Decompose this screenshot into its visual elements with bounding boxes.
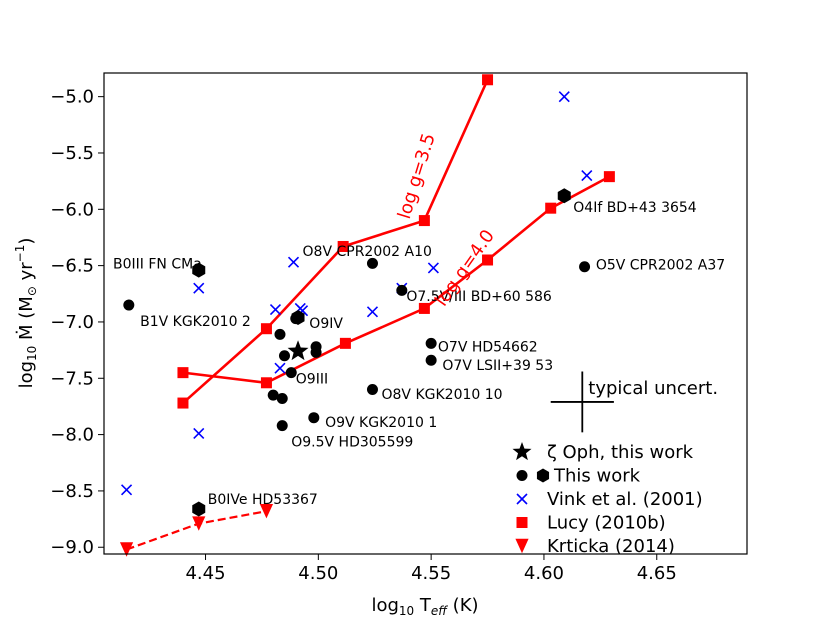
lucy-logg40-point	[545, 202, 557, 214]
legend-label: Vink et al. (2001)	[547, 489, 703, 510]
y-tick-label: −6.0	[50, 199, 94, 220]
x-tick-label: 4.60	[524, 563, 564, 584]
this-work-circle	[579, 261, 591, 273]
lucy-logg35-point	[482, 74, 494, 86]
this-work-circle	[267, 389, 279, 401]
vink-point	[120, 484, 133, 496]
lucy-logg40-point	[177, 367, 189, 379]
star-annotation: B1V KGK2010 2	[140, 314, 251, 330]
vink-point	[427, 262, 439, 274]
lucy-logg40-point	[339, 337, 351, 349]
this-work-circle	[285, 367, 297, 379]
vink-point	[287, 256, 300, 268]
this-work-circle	[425, 337, 437, 349]
star-annotation: O8V CPR2002 A10	[303, 244, 432, 260]
star-annotation: O9V KGK2010 1	[325, 415, 437, 431]
y-axis-title: log10 Ṁ (M⊙ yr−1)	[13, 238, 39, 389]
this-work-hexagon	[557, 188, 571, 204]
this-work-circle	[123, 299, 135, 311]
legend-label: This work	[553, 466, 641, 487]
legend-square-marker	[516, 517, 528, 528]
krticka-point	[192, 516, 206, 531]
y-tick-label: −7.0	[50, 312, 94, 333]
lucy-logg40-point	[260, 377, 272, 389]
lucy-logg35-point	[418, 215, 430, 227]
y-tick-label: −8.0	[50, 425, 94, 446]
star-annotation: O7.5V/III BD+60 586	[406, 289, 552, 305]
lucy-logg35-point	[177, 397, 189, 409]
star-annotation: B0IVe HD53367	[208, 492, 318, 508]
y-tick-label: −6.5	[50, 256, 94, 277]
vink-point	[274, 362, 286, 374]
this-work-circle	[366, 384, 378, 396]
legend-triangle-marker	[515, 538, 529, 554]
zeta-oph-star	[287, 340, 309, 361]
lucy-logg40-point	[603, 171, 615, 183]
this-work-circle	[310, 346, 322, 358]
star-annotation: O8V KGK2010 10	[382, 387, 503, 403]
this-work-circle	[396, 284, 408, 296]
legend-label: Krticka (2014)	[547, 536, 675, 557]
legend-hexagon-marker	[536, 468, 550, 483]
this-work-circle	[278, 350, 290, 362]
y-tick-label: −5.0	[50, 87, 94, 108]
star-annotation: O7V HD54662	[438, 340, 538, 356]
this-work-hexagon	[192, 262, 206, 278]
star-annotation: O9IV	[309, 316, 343, 332]
legend-label: ζ Oph, this work	[547, 442, 694, 463]
lucy-logg35-point	[337, 240, 349, 252]
lucy-logg40-point	[482, 254, 494, 266]
star-annotation: O4If BD+43 3654	[573, 200, 697, 216]
legend-circle-marker	[516, 470, 528, 481]
this-work-hexagon	[192, 501, 206, 517]
star-annotation: O7V LSII+39 53	[442, 358, 553, 374]
star-annotation: B0III FN CMa	[113, 256, 202, 272]
this-work-circle	[276, 393, 288, 405]
this-work-circle	[276, 420, 288, 432]
this-work-hexagon	[291, 309, 305, 325]
star-annotation: O9III	[296, 371, 328, 387]
x-tick-label: 4.50	[298, 563, 338, 584]
vink-point	[269, 303, 282, 316]
this-work-circle	[366, 257, 378, 269]
legend-star-marker	[512, 442, 532, 461]
krticka-point	[119, 542, 134, 557]
x-tick-label: 4.65	[637, 563, 677, 584]
this-work-circle	[425, 354, 437, 366]
star-annotation: O9.5V HD305599	[291, 434, 413, 450]
vink-point	[193, 282, 205, 294]
this-work-circle	[308, 412, 320, 424]
legend-x-marker	[516, 493, 528, 505]
lucy-logg35-point	[260, 323, 272, 335]
star-annotation: O5V CPR2002 A37	[596, 257, 725, 273]
y-tick-label: −7.5	[50, 368, 94, 389]
x-tick-label: 4.55	[411, 563, 451, 584]
legend-label: Lucy (2010b)	[547, 513, 666, 534]
lucy-logg40-point	[418, 302, 430, 314]
x-axis-title: log10 Teff (K)	[371, 595, 478, 618]
plot-frame	[103, 72, 748, 555]
this-work-circle	[274, 328, 286, 340]
vink-point	[558, 91, 570, 103]
vink-point	[366, 306, 379, 318]
uncertainty-label: typical uncert.	[588, 378, 718, 399]
y-tick-label: −9.0	[50, 537, 94, 558]
y-tick-label: −8.5	[50, 481, 94, 502]
x-tick-label: 4.45	[185, 563, 225, 584]
vink-point	[581, 169, 593, 182]
vink-point	[193, 427, 205, 440]
y-tick-label: −5.5	[50, 143, 94, 164]
krticka-point	[259, 503, 274, 519]
